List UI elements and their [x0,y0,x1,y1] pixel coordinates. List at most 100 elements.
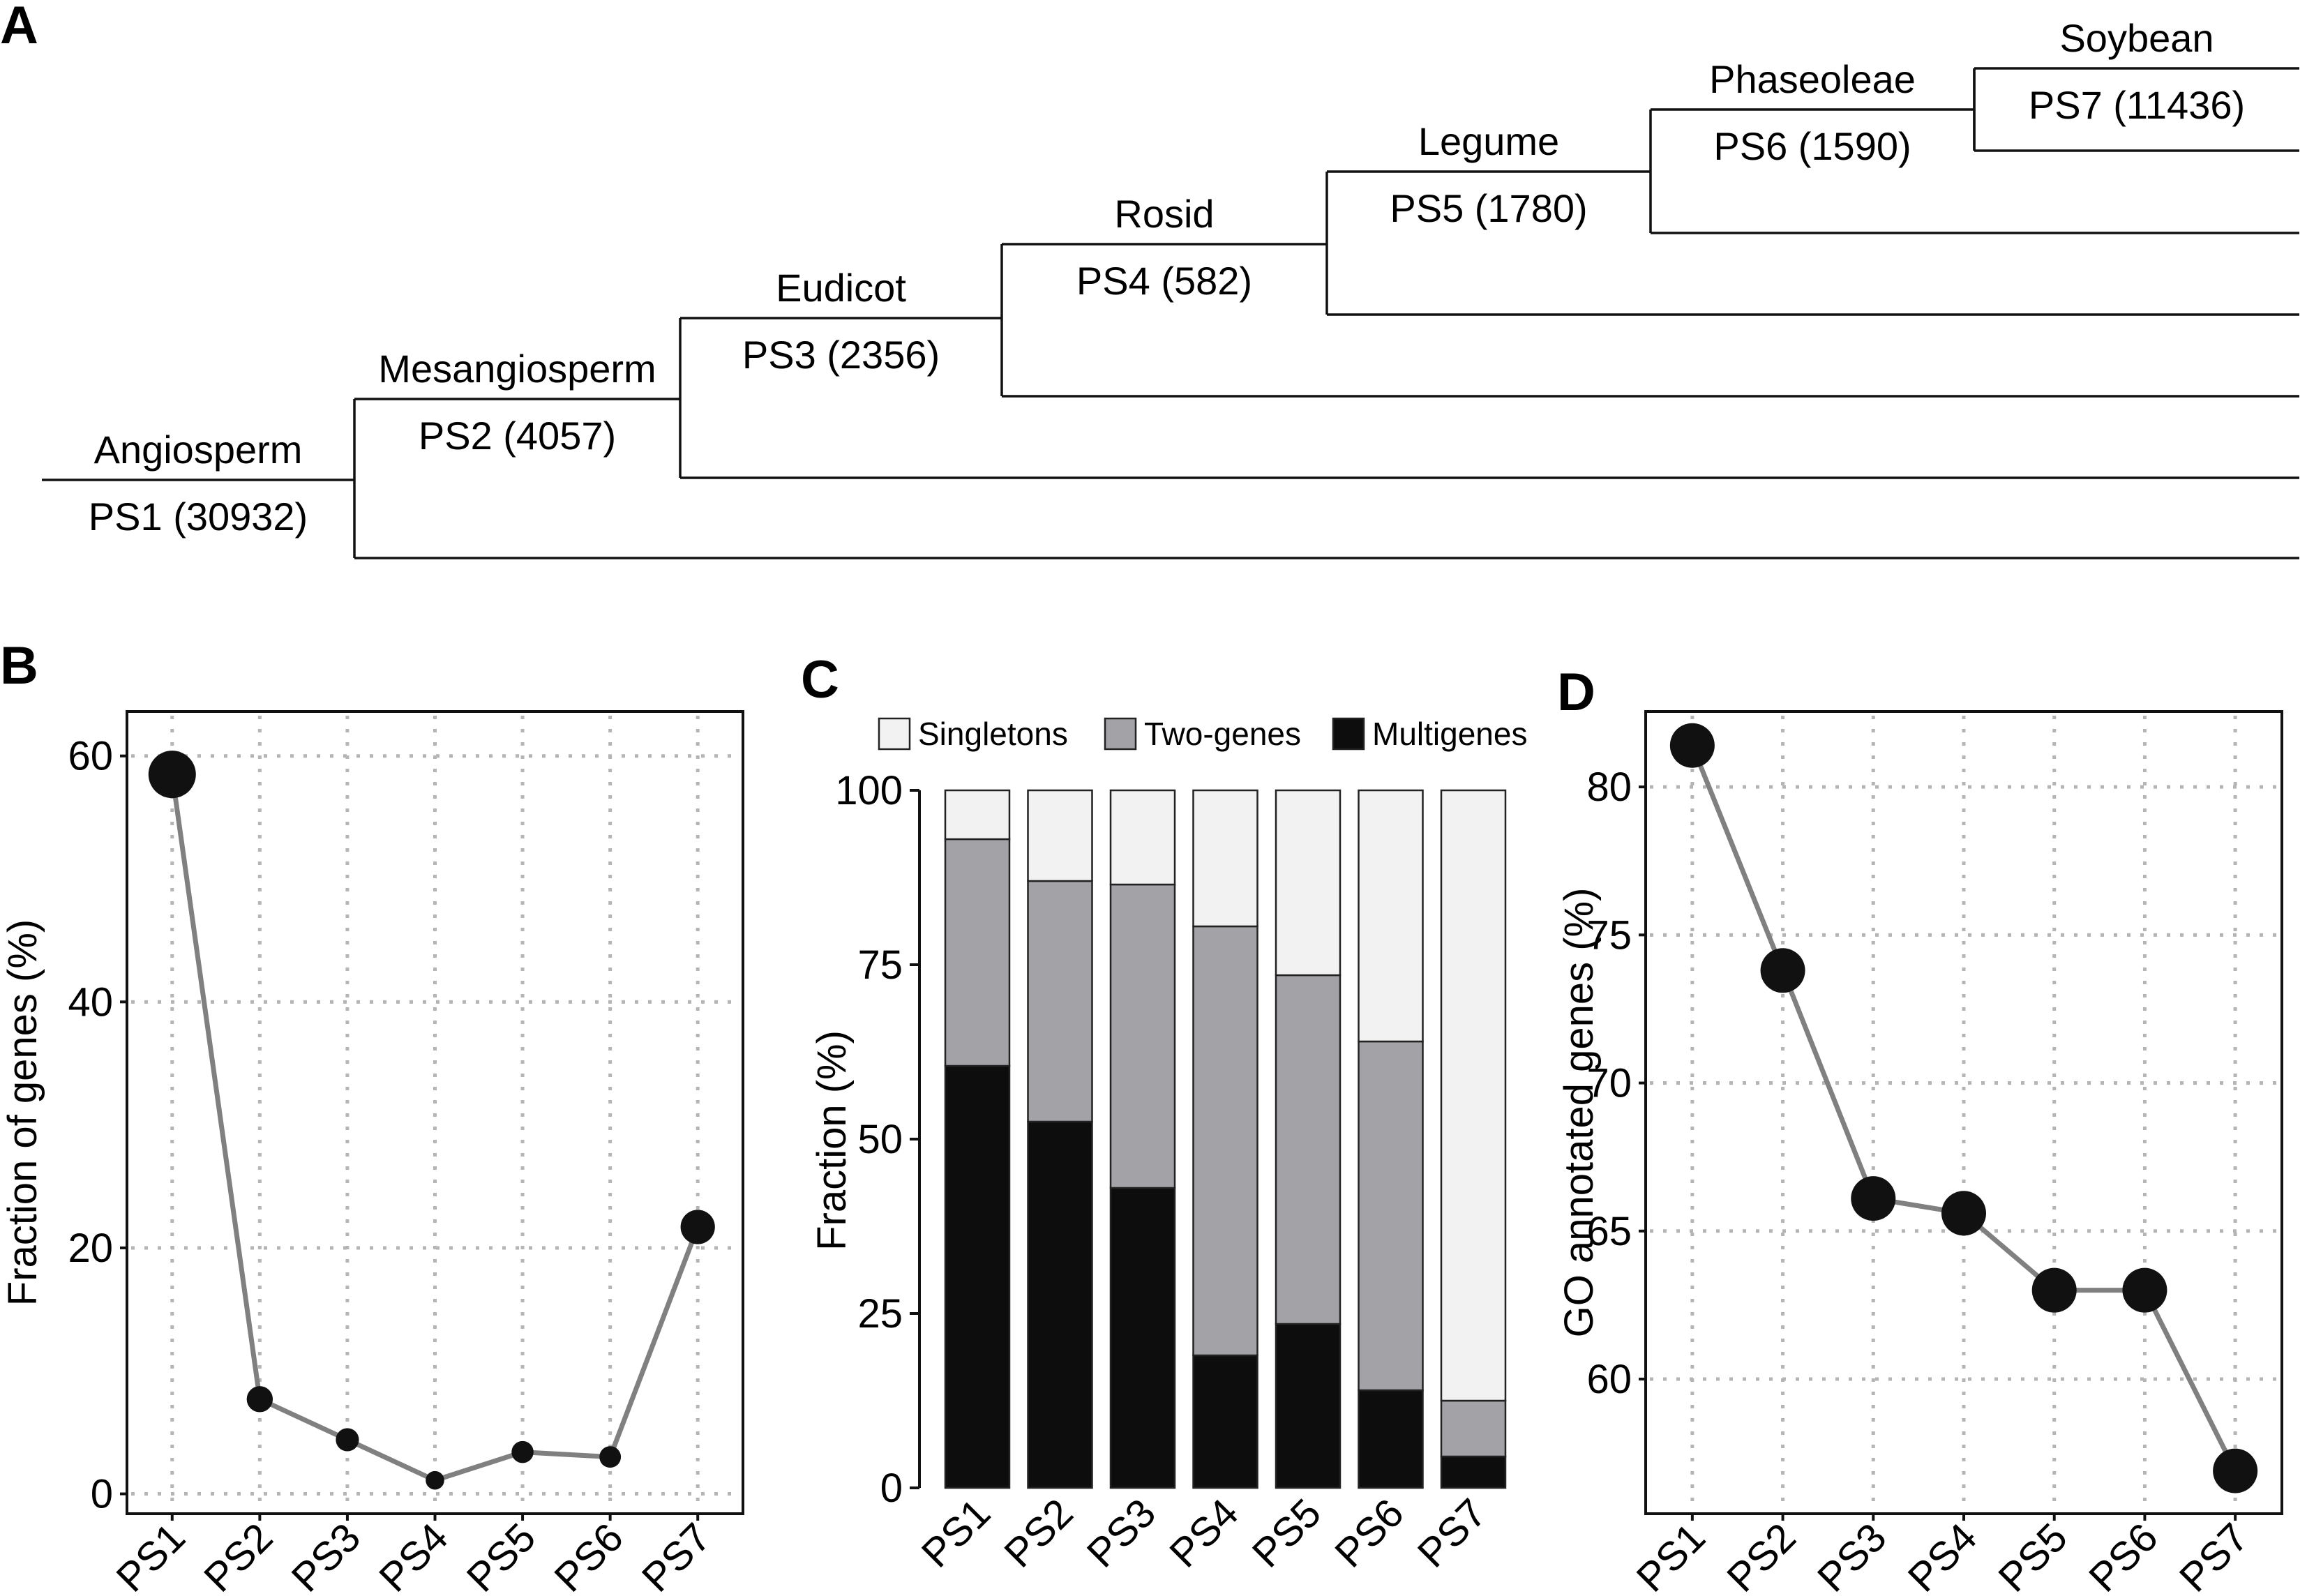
bar-segment [944,1064,1011,1489]
bar-segment [1109,1187,1176,1489]
x-tick-label: PS2 [1718,1514,1804,1596]
y-tick-label: 65 [1586,1209,1632,1254]
x-tick-label: PS7 [2171,1514,2257,1596]
x-tick-label: PS6 [2080,1514,2166,1596]
y-tick-label: 0 [880,1466,903,1511]
x-tick-label: PS7 [633,1514,719,1596]
bar-segment [1192,1354,1258,1489]
data-point [1669,723,1715,768]
series-points [1669,723,2258,1493]
legend-swatch [1104,717,1137,751]
x-tick-label: PS6 [1326,1490,1412,1576]
x-tick-label: PS1 [107,1514,193,1596]
bar-segment [944,838,1011,1067]
legend-label: Two-genes [1144,716,1301,752]
data-point [680,1210,715,1244]
grid [131,716,739,1510]
y-axis-ticks: 60 65 70 75 80 [1586,765,1647,1402]
data-point [1760,948,1805,993]
series-polyline [1690,744,2238,1473]
bar-segment [1275,1323,1342,1489]
y-axis-ticks: 0 25 50 75 100 [835,768,921,1511]
x-tick-label: PS4 [370,1514,456,1596]
panel-b-fraction-of-genes-chart: 0 20 40 60 PS1 PS2 PS3 PS4 PS5 PS6 PS7 Fraction o… [0,710,744,1596]
stratum-label: PS2 (4057) [419,414,616,458]
y-axis-label: Fraction (%) [809,1030,855,1251]
x-tick-label: PS3 [1809,1514,1895,1596]
y-tick-label: 80 [1586,765,1632,810]
panel-a-tree: Angiosperm PS1 (30932) Mesangiosperm PS2 (4… [42,16,2299,559]
x-tick-label: PS3 [283,1514,369,1596]
legend-swatch [878,717,911,751]
x-tick-label: PS1 [1628,1514,1714,1596]
panel-d-go-annotated-chart: 60 65 70 75 80 PS1 PS2 PS3 PS4 PS5 PS6 PS7 GO anno… [1556,710,2283,1596]
x-tick-label: PS5 [1244,1490,1330,1576]
x-tick-label: PS6 [546,1514,631,1596]
bar-segment [1027,789,1093,882]
data-point [2213,1448,2258,1493]
bar-segment [1275,789,1342,977]
bar-segment [944,789,1011,841]
data-point [2122,1267,2167,1313]
x-tick-label: PS4 [1900,1514,1985,1596]
data-point [599,1446,622,1468]
legend-label: Singletons [918,716,1068,752]
legend-swatch [1332,717,1365,751]
x-tick-label: PS2 [995,1490,1081,1576]
bar-segment [1109,883,1176,1189]
data-point [1851,1176,1896,1221]
y-tick-label: 75 [857,942,903,988]
bar-segment [1440,789,1507,1402]
bar-segment [1275,974,1342,1325]
y-tick-label: 40 [68,979,113,1025]
stratum-label: PS3 (2356) [742,333,940,377]
stratum-label: PS7 (11436) [2029,83,2245,127]
y-axis-ticks: 0 20 40 60 [68,734,128,1517]
y-tick-label: 100 [835,768,903,813]
clade-label: Eudicot [776,266,906,310]
x-tick-label: PS2 [195,1514,281,1596]
data-point [2031,1267,2077,1313]
panel-label-c: C [801,650,839,709]
clade-label: Angiosperm [94,428,303,472]
x-tick-label: PS5 [1990,1514,2075,1596]
series-points [148,751,715,1490]
panel-label-b: B [0,636,38,695]
bar-segment [1192,789,1258,928]
series-line [1690,744,2238,1473]
bar-segment [1027,880,1093,1123]
y-tick-label: 70 [1586,1061,1632,1106]
bar-segment [1358,789,1424,1043]
y-tick-label: 60 [1586,1357,1632,1402]
data-point [246,1386,273,1413]
y-tick-label: 20 [68,1226,113,1271]
data-point [1941,1191,1986,1236]
clade-label: Mesangiosperm [378,347,656,391]
y-tick-label: 60 [68,734,113,779]
bar-segment [1440,1399,1507,1458]
clade-label: Legume [1418,119,1559,163]
bar-segment [1027,1120,1093,1489]
x-tick-label: PS1 [913,1490,999,1576]
stratum-label: PS6 (1590) [1713,124,1911,168]
y-tick-label: 25 [857,1291,903,1337]
y-axis-label: Fraction of genes (%) [0,919,45,1306]
bar-segment [1192,925,1258,1357]
stratum-label: PS5 (1780) [1390,186,1587,230]
stratum-label: PS1 (30932) [89,495,308,539]
clade-label: Rosid [1114,192,1214,236]
panel-c-stacked-bar-chart: Singletons Two-genes Multigenes 0 25 50 75 100… [809,716,1527,1576]
data-point [426,1470,444,1490]
y-tick-label: 0 [91,1472,113,1517]
legend-label: Multigenes [1372,716,1527,752]
clade-label: Phaseoleae [1709,57,1916,101]
y-tick-label: 75 [1586,912,1632,958]
grid [1650,716,2278,1510]
x-tick-label: PS7 [1409,1490,1495,1576]
y-axis-label: GO annotated genes (%) [1556,888,1602,1338]
x-tick-label: PS3 [1079,1490,1164,1576]
